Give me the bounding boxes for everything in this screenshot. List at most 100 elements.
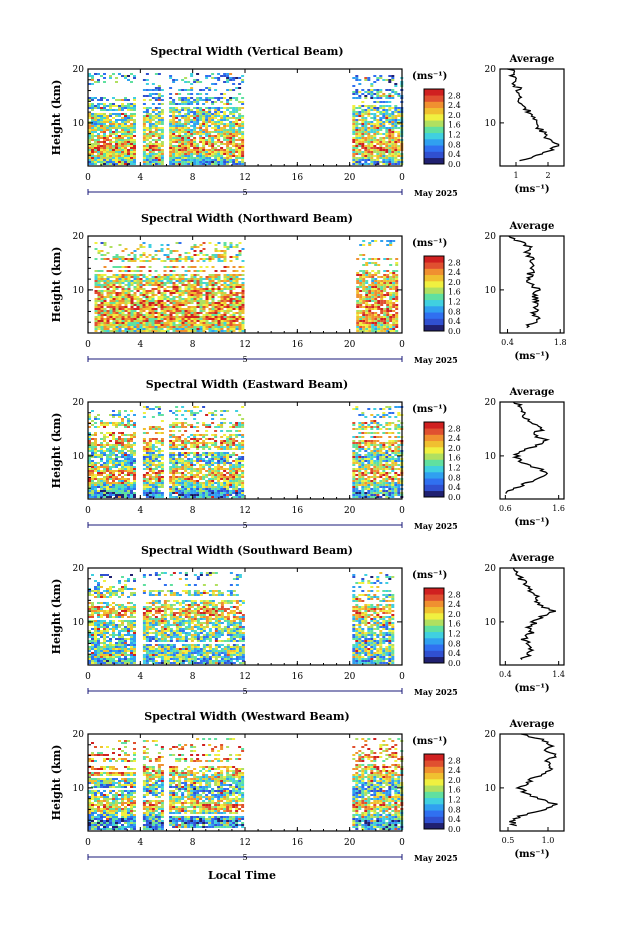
heatmap-cell — [208, 111, 212, 113]
heatmap-cell — [220, 330, 224, 332]
heatmap-cell — [145, 161, 149, 163]
heatmap-cell — [112, 328, 116, 330]
heatmap-cell — [115, 470, 118, 472]
heatmap-cell — [241, 278, 245, 280]
heatmap-cell — [112, 470, 115, 472]
heatmap-cell — [214, 320, 218, 322]
heatmap-cell — [202, 119, 206, 121]
heatmap-cell — [112, 444, 115, 446]
heatmap-cell — [94, 444, 97, 446]
heatmap-cell — [365, 286, 369, 288]
heatmap-cell — [196, 294, 200, 296]
heatmap-cell — [127, 161, 130, 163]
heatmap-cell — [169, 442, 173, 444]
heatmap-cell — [127, 308, 131, 310]
heatmap-cell — [391, 97, 395, 99]
heatmap-cell — [136, 276, 140, 278]
heatmap-cell — [175, 292, 179, 294]
heatmap-cell — [238, 296, 242, 298]
heatmap-cell — [356, 300, 360, 302]
heatmap-cell — [109, 460, 112, 462]
heatmap-cell — [160, 286, 164, 288]
heatmap-cell — [154, 454, 158, 456]
heatmap-cell — [100, 444, 103, 446]
heatmap-cell — [370, 91, 374, 93]
heatmap-cell — [145, 296, 149, 298]
heatmap-cell — [389, 296, 393, 298]
heatmap-cell — [154, 496, 158, 498]
heatmap-cell — [214, 414, 218, 416]
heatmap-cell — [169, 143, 173, 145]
heatmap-cell — [142, 328, 146, 330]
heatmap-cell — [184, 270, 188, 272]
heatmap-cell — [106, 304, 110, 306]
heatmap-cell — [365, 276, 369, 278]
colorbar-tick-label: 2.8 — [448, 91, 461, 100]
heatmap-cell — [352, 133, 356, 135]
heatmap-cell — [118, 109, 121, 111]
heatmap-cell — [199, 320, 203, 322]
heatmap-cell — [118, 155, 121, 157]
heatmap-cell — [241, 318, 245, 320]
heatmap-cell — [190, 159, 194, 161]
heatmap-cell — [97, 320, 101, 322]
heatmap-cell — [148, 454, 152, 456]
heatmap-cell — [133, 468, 136, 470]
heatmap-cell — [127, 318, 131, 320]
heatmap-cell — [238, 77, 242, 79]
heatmap-cell — [115, 450, 118, 452]
average-profile-line — [507, 68, 560, 162]
heatmap-cell — [217, 109, 221, 111]
heatmap-cell — [88, 159, 91, 161]
heatmap-cell — [181, 79, 185, 81]
heatmap-cell — [389, 302, 393, 304]
heatmap-cell — [112, 488, 115, 490]
heatmap-cell — [368, 312, 372, 314]
heatmap-cell — [169, 103, 173, 105]
heatmap-cell — [181, 103, 185, 105]
heatmap-cell — [383, 282, 387, 284]
heatmap-cell — [124, 145, 127, 147]
heatmap-cell — [121, 129, 124, 131]
heatmap-cell — [389, 276, 393, 278]
heatmap-cell — [133, 123, 136, 125]
heatmap-cell — [109, 482, 112, 484]
heatmap-cell — [238, 117, 242, 119]
heatmap-cell — [380, 320, 384, 322]
heatmap-cell — [127, 324, 131, 326]
heatmap-cell — [193, 101, 197, 103]
heatmap-cell — [367, 113, 371, 115]
heatmap-cell — [211, 438, 215, 440]
heatmap-cell — [112, 460, 115, 462]
heatmap-cell — [103, 123, 106, 125]
heatmap-cell — [112, 478, 115, 480]
heatmap-cell — [241, 123, 245, 125]
heatmap-cell — [397, 155, 401, 157]
heatmap-cell — [229, 330, 233, 332]
heatmap-cell — [187, 121, 191, 123]
heatmap-cell — [226, 155, 230, 157]
heatmap-cell — [386, 244, 390, 246]
heatmap-cell — [88, 460, 91, 462]
heatmap-cell — [364, 127, 368, 129]
heatmap-cell — [391, 137, 395, 139]
heatmap-cell — [229, 246, 233, 248]
heatmap-cell — [169, 127, 173, 129]
heatmap-cell — [127, 278, 131, 280]
heatmap-cell — [136, 282, 140, 284]
heatmap-cell — [193, 113, 197, 115]
heatmap-cell — [388, 109, 392, 111]
heatmap-cell — [145, 322, 149, 324]
heatmap-cell — [151, 322, 155, 324]
heatmap-cell — [202, 99, 206, 101]
heatmap-cell — [355, 143, 359, 145]
heatmap-cell — [356, 310, 360, 312]
heatmap-cell — [373, 139, 377, 141]
heatmap-cell — [124, 444, 127, 446]
heatmap-cell — [127, 418, 130, 420]
heatmap-cell — [148, 492, 152, 494]
heatmap-cell — [157, 302, 161, 304]
heatmap-cell — [395, 284, 399, 286]
heatmap-cell — [169, 290, 173, 292]
heatmap-cell — [365, 320, 369, 322]
